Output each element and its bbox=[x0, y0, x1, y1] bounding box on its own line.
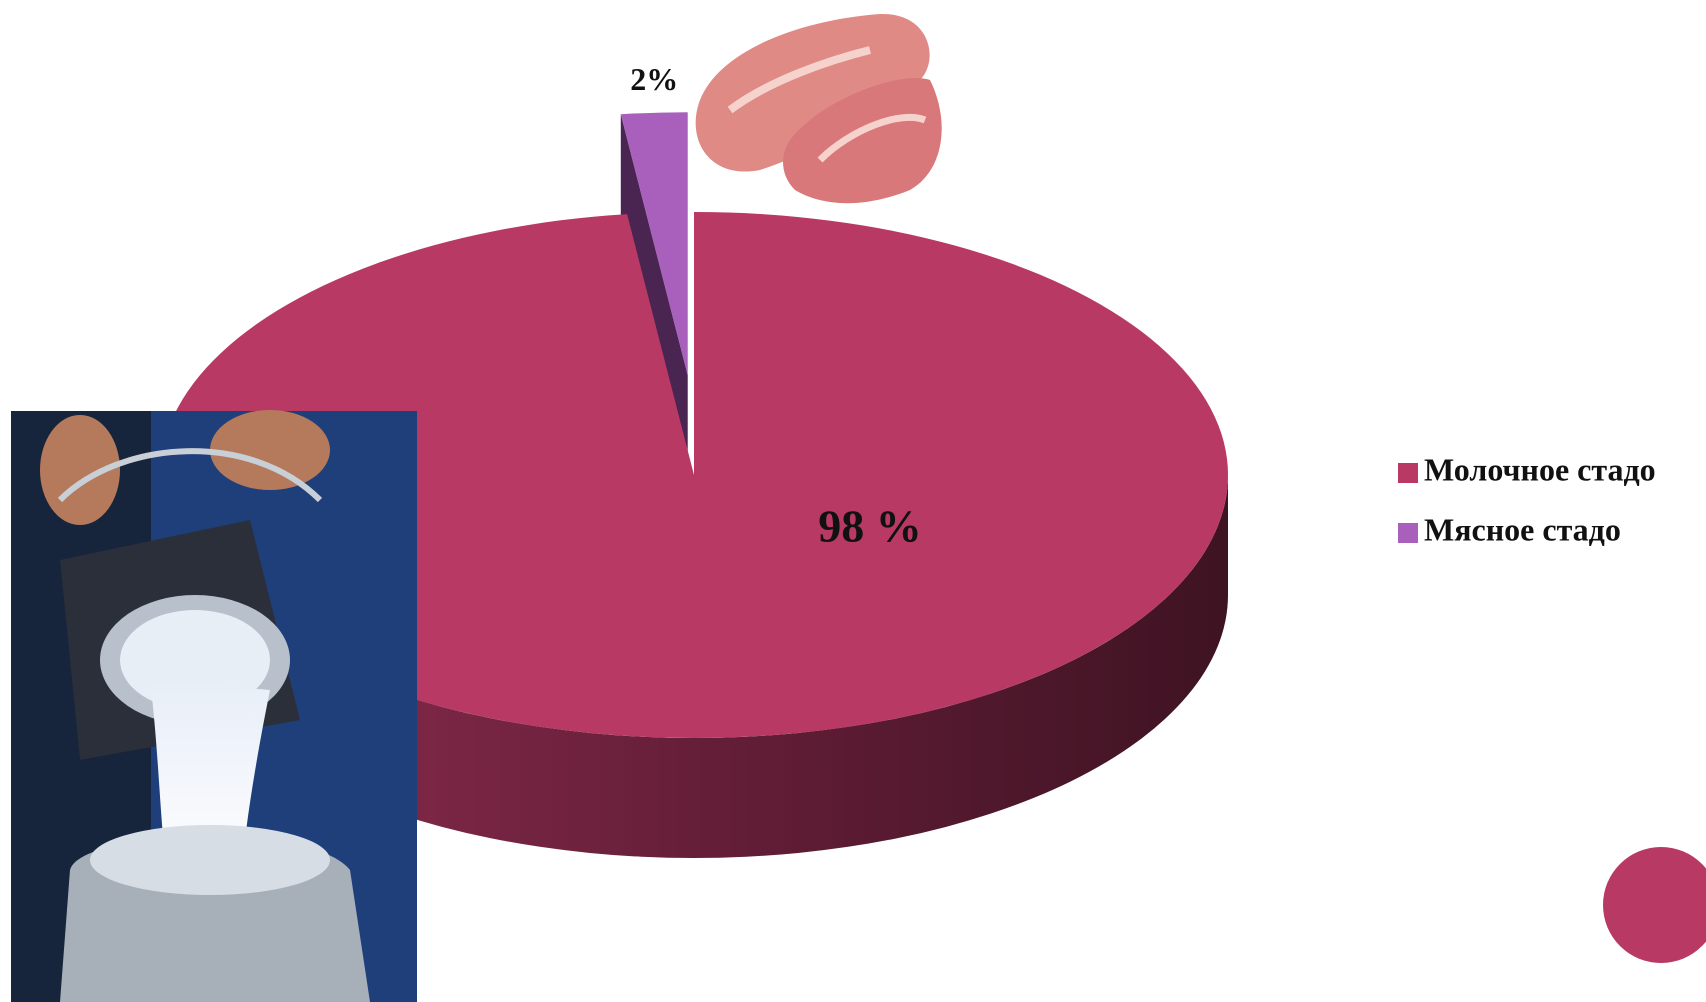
slice bbox=[160, 212, 1229, 738]
meat-picture bbox=[695, 13, 942, 204]
legend-swatch bbox=[1398, 523, 1418, 543]
milk-picture bbox=[11, 410, 417, 1002]
legend-label: Молочное стадо bbox=[1424, 451, 1656, 487]
legend-label: Мясное стадо bbox=[1424, 511, 1621, 547]
decor-circle bbox=[1603, 847, 1706, 963]
legend-swatch bbox=[1398, 463, 1418, 483]
slice-side bbox=[160, 475, 1228, 858]
slice bbox=[620, 112, 688, 376]
data-label: 2% bbox=[630, 61, 678, 97]
pie-chart: 98 % 2% bbox=[160, 61, 1229, 858]
data-label: 98 % bbox=[818, 501, 922, 552]
legend: Молочное стадо Мясное стадо bbox=[1398, 451, 1656, 547]
